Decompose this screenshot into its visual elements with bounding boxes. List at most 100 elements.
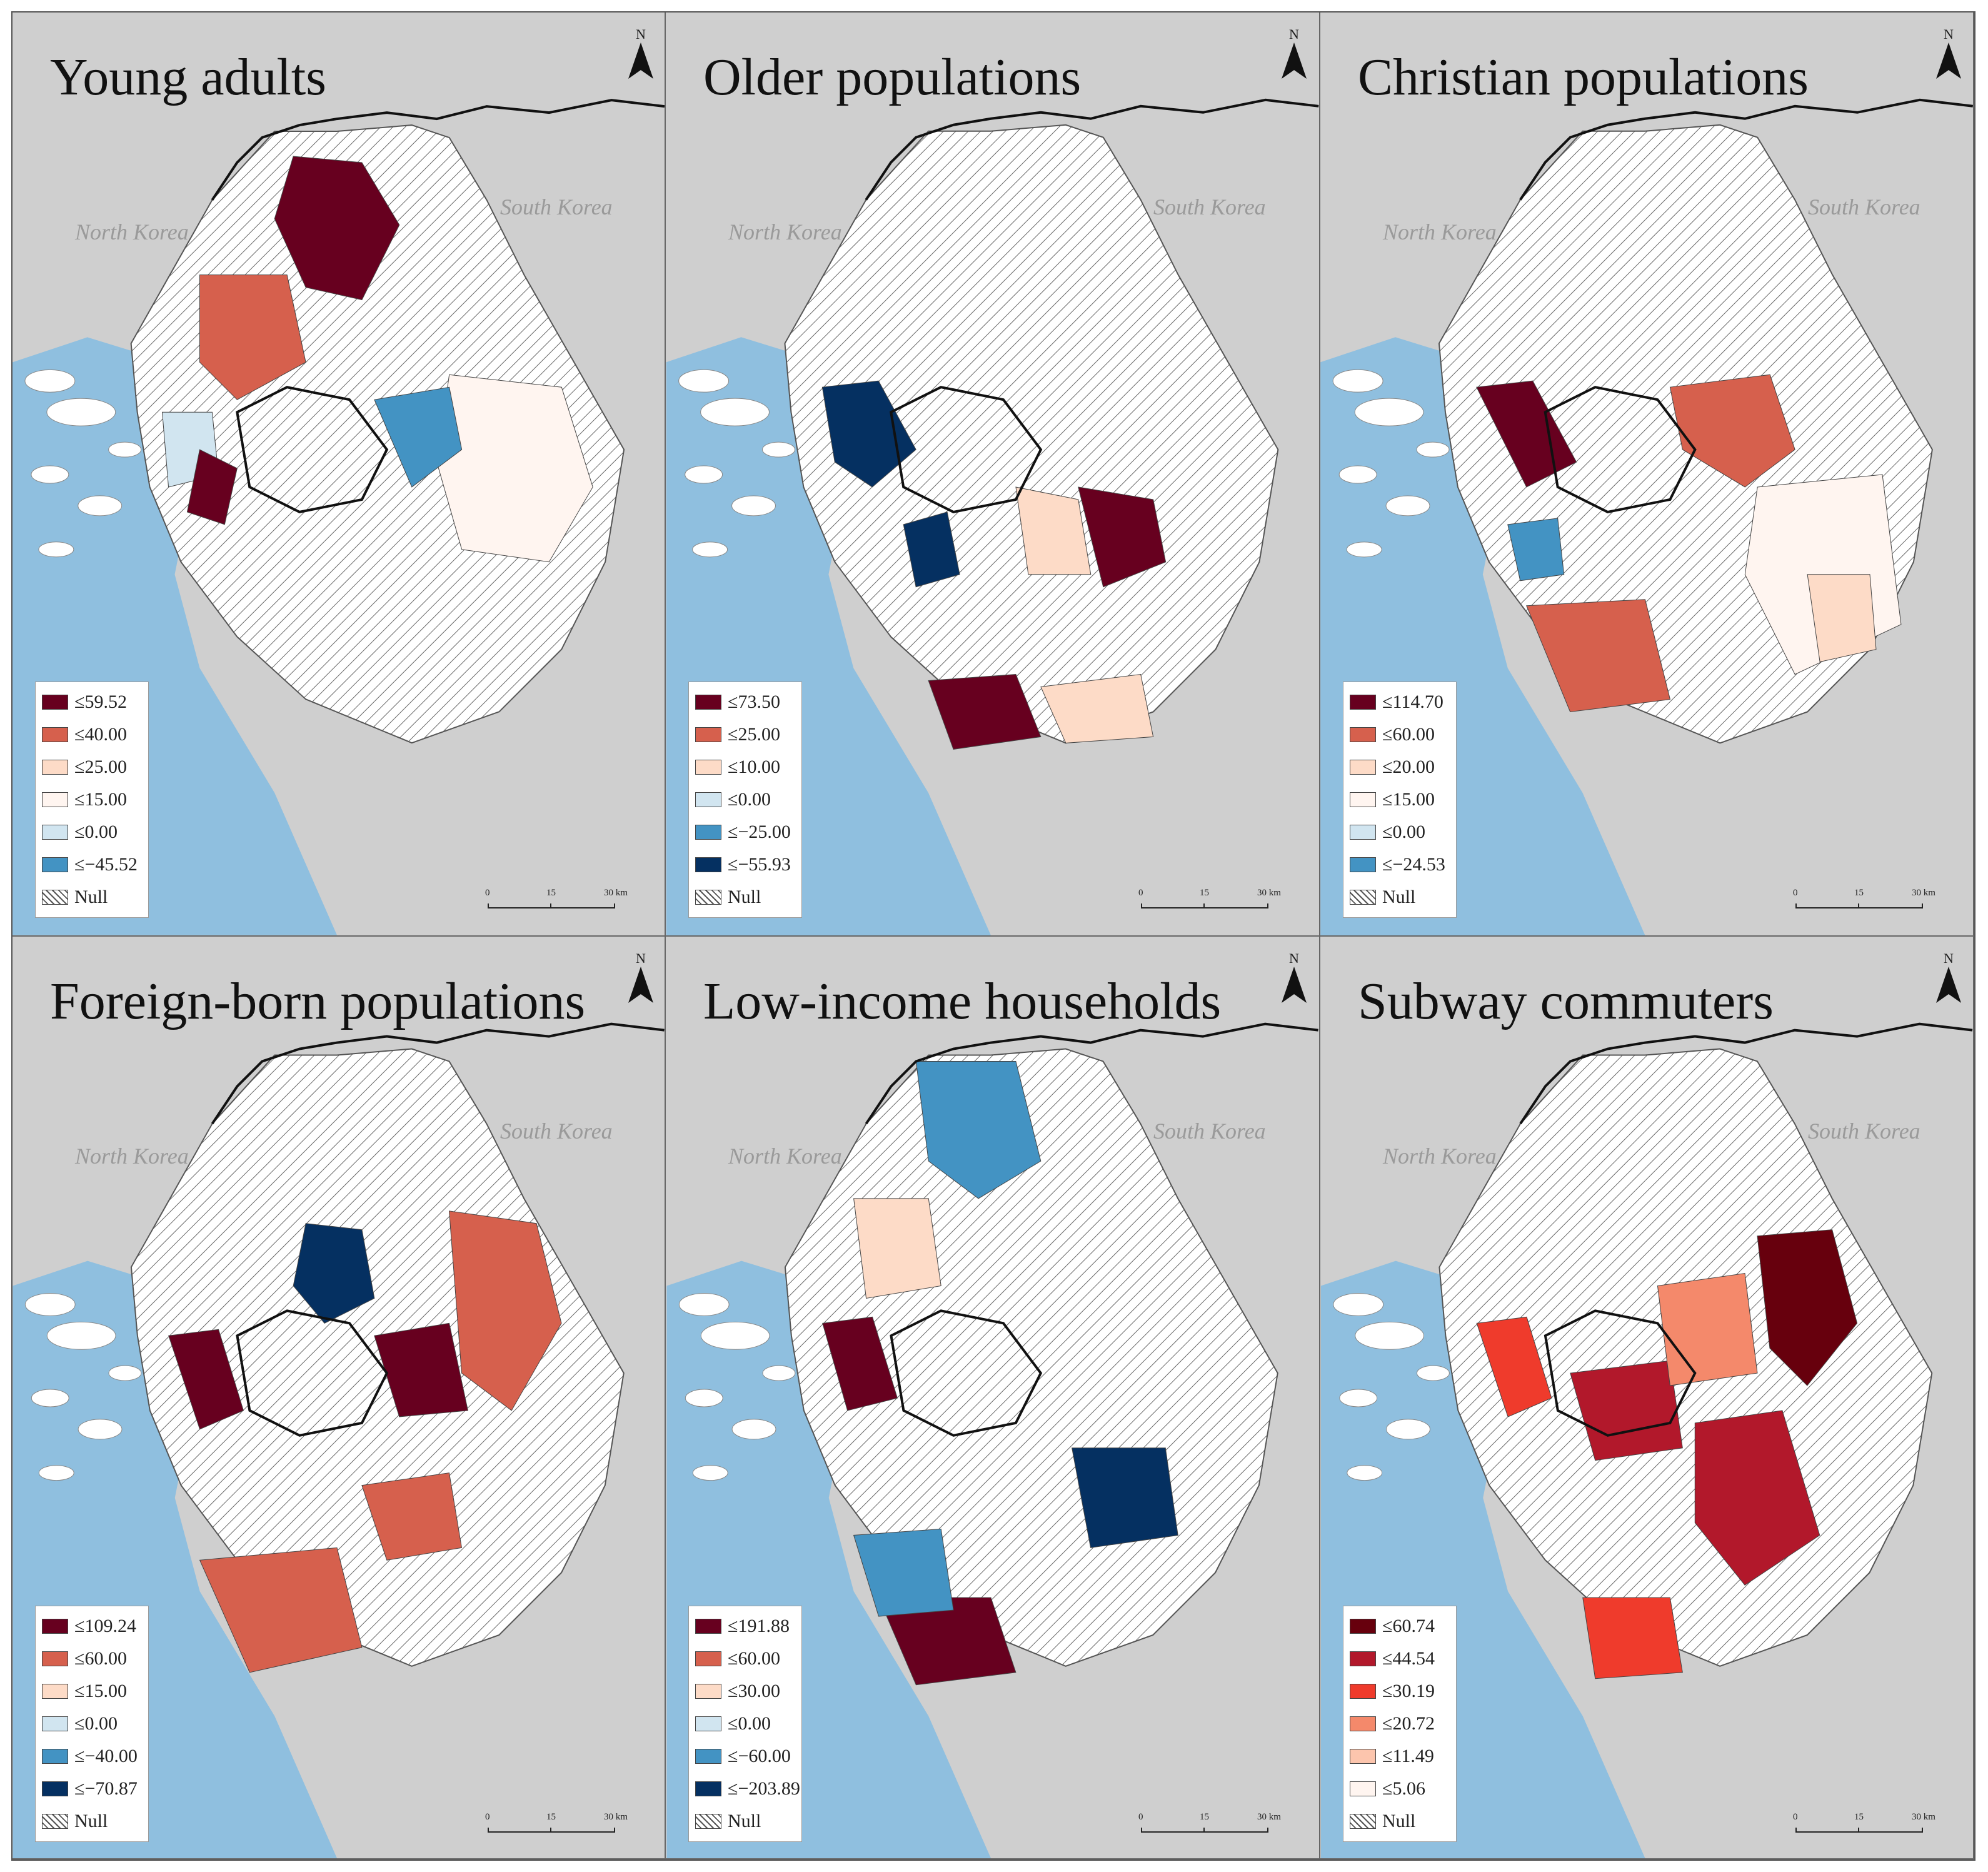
- legend-label: ≤40.00: [74, 724, 127, 745]
- district-4: [1040, 674, 1154, 743]
- region-null-area: [784, 124, 1279, 744]
- island-5: [1416, 1365, 1450, 1381]
- scale-bar: 0 15 30 km: [485, 1812, 650, 1843]
- district-2: [822, 1316, 898, 1411]
- legend-label: ≤0.00: [74, 1713, 118, 1734]
- border-line: [211, 1022, 665, 1125]
- legend-item: ≤15.00: [1350, 783, 1450, 816]
- district-1: [448, 1210, 562, 1411]
- island-3: [78, 1419, 123, 1440]
- seoul-boundary: [890, 386, 1043, 514]
- north-arrow-icon: [1936, 967, 1961, 1003]
- scale-tick-0: 0: [1138, 1812, 1143, 1822]
- legend-swatch: [695, 1749, 721, 1764]
- legend-item: ≤59.52: [42, 686, 142, 718]
- border-line: [1519, 98, 1973, 201]
- legend-item: Null: [695, 881, 795, 913]
- scale-tick-0: 0: [485, 1812, 490, 1822]
- panel-title: Young adults: [50, 48, 326, 106]
- legend-label: Null: [1382, 1811, 1416, 1831]
- district-5: [361, 1472, 463, 1561]
- district-0: [274, 156, 400, 301]
- island-2: [1338, 465, 1377, 484]
- legend-label: ≤15.00: [74, 789, 127, 810]
- legend: ≤59.52 ≤40.00 ≤25.00 ≤15.00 ≤0.00 ≤−45.52 Null: [35, 682, 149, 918]
- legend-label: ≤60.74: [1382, 1616, 1435, 1636]
- district-3: [928, 674, 1042, 750]
- panel-title: Foreign-born populations: [50, 972, 586, 1030]
- district-1: [199, 274, 306, 400]
- island-0: [1333, 1292, 1384, 1316]
- legend-label: ≤−25.00: [728, 822, 791, 842]
- island-2: [31, 465, 69, 484]
- legend-swatch: [695, 890, 721, 905]
- district-2: [168, 1329, 244, 1430]
- legend-item: ≤5.06: [1350, 1773, 1450, 1805]
- legend-item: ≤25.00: [42, 751, 142, 783]
- legend-label: ≤20.72: [1382, 1713, 1435, 1734]
- legend-swatch: [1350, 1814, 1376, 1829]
- island-0: [1332, 369, 1383, 393]
- island-5: [108, 441, 142, 458]
- scale-tick-0: 0: [485, 888, 490, 898]
- district-5: [186, 449, 238, 525]
- district-5: [853, 1528, 954, 1617]
- island-1: [700, 1321, 770, 1350]
- legend-label: ≤60.00: [728, 1648, 780, 1669]
- legend-swatch: [42, 890, 68, 905]
- scale-bar: 0 15 30 km: [1793, 888, 1958, 919]
- panel-title: Subway commuters: [1358, 972, 1774, 1030]
- legend-swatch: [42, 1716, 68, 1731]
- north-korea-label: North Korea: [728, 219, 842, 244]
- district-0: [821, 380, 916, 488]
- map-panel-low-income-households: Low-income households North Korea South …: [666, 937, 1320, 1859]
- panel-title: Older populations: [703, 48, 1082, 106]
- legend-swatch: [695, 1619, 721, 1634]
- district-2: [1526, 599, 1671, 713]
- legend-item: ≤−24.53: [1350, 848, 1450, 881]
- island-4: [1346, 541, 1382, 558]
- legend-item: ≤−40.00: [42, 1740, 142, 1773]
- legend-item: ≤20.72: [1350, 1708, 1450, 1740]
- legend-swatch: [42, 792, 68, 807]
- map-panel-older-populations: Older populations North Korea South Kore…: [666, 13, 1320, 937]
- legend-item: ≤15.00: [42, 1675, 142, 1708]
- legend-swatch: [695, 1684, 721, 1699]
- legend-item: ≤60.00: [1350, 718, 1450, 751]
- scale-bar: 0 15 30 km: [1793, 1812, 1958, 1843]
- map-panel-subway-commuters: Subway commuters North Korea South Korea…: [1320, 937, 1974, 1859]
- district-4: [878, 1597, 1017, 1686]
- island-1: [1354, 398, 1424, 426]
- south-korea-label: South Korea: [1153, 1119, 1266, 1144]
- legend-item: ≤191.88: [695, 1610, 795, 1643]
- legend-label: ≤191.88: [728, 1616, 790, 1636]
- legend-item: ≤30.00: [695, 1675, 795, 1708]
- north-arrow-label: N: [1289, 950, 1299, 966]
- legend-swatch: [42, 1684, 68, 1699]
- legend-label: ≤109.24: [74, 1616, 136, 1636]
- legend-swatch: [42, 695, 68, 710]
- district-5: [1807, 574, 1877, 663]
- legend-label: Null: [74, 1811, 108, 1831]
- legend-label: ≤44.54: [1382, 1648, 1435, 1669]
- map-panel-foreign-born-populations: Foreign-born populations North Korea Sou…: [13, 937, 666, 1859]
- north-arrow: N: [1930, 950, 1967, 1007]
- scale-tick-15: 15: [1200, 1812, 1209, 1822]
- scale-tick-30: 30 km: [1257, 888, 1281, 898]
- north-korea-label: North Korea: [75, 219, 189, 244]
- legend-item: ≤114.70: [1350, 686, 1450, 718]
- island-3: [78, 495, 123, 516]
- legend-label: ≤5.06: [1382, 1778, 1425, 1799]
- map-grid: Young adults North Korea South Korea N ≤…: [11, 11, 1975, 1861]
- legend-item: ≤0.00: [42, 816, 142, 848]
- legend-swatch: [695, 792, 721, 807]
- legend-label: ≤−55.93: [728, 854, 791, 875]
- scale-tick-30: 30 km: [1912, 888, 1935, 898]
- legend-swatch: [1350, 857, 1376, 872]
- legend-swatch: [42, 760, 68, 775]
- border-line: [865, 98, 1319, 201]
- legend-swatch: [1350, 792, 1376, 807]
- legend-item: ≤20.00: [1350, 751, 1450, 783]
- north-arrow-label: N: [1944, 950, 1954, 966]
- north-arrow-icon: [1936, 43, 1961, 79]
